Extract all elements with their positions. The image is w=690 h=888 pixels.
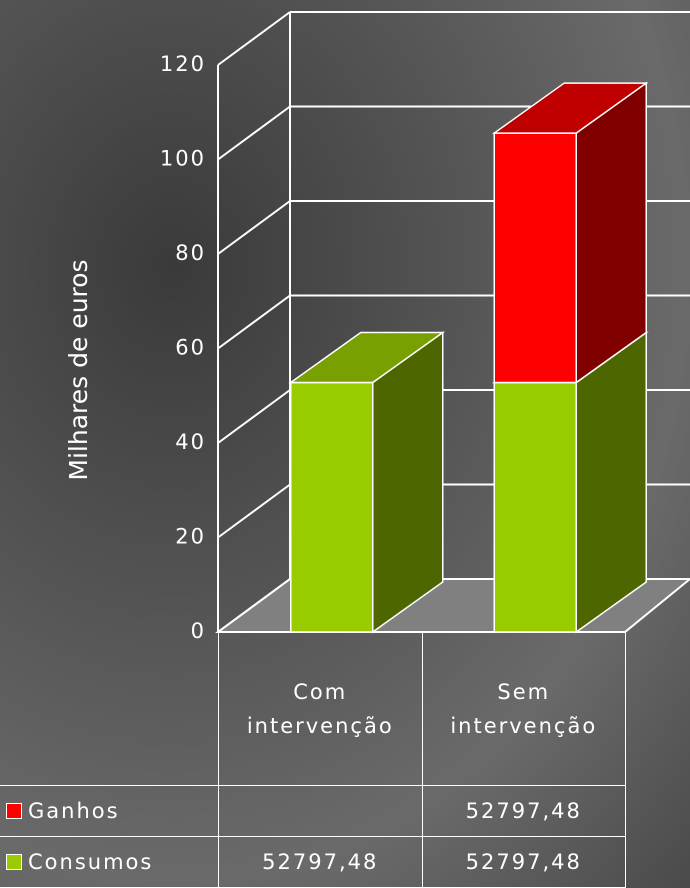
category-label: Com intervenção	[218, 632, 423, 786]
bar-side	[575, 81, 647, 384]
grid-line	[217, 11, 291, 66]
legend-swatch	[6, 803, 22, 819]
y-tick-label: 0	[191, 619, 206, 643]
grid-line	[217, 389, 291, 444]
legend-entry: Consumos	[0, 836, 219, 888]
y-tick-label: 100	[160, 147, 206, 171]
legend-swatch	[6, 854, 22, 870]
table-value: 52797,48	[421, 836, 626, 888]
grid-line	[217, 105, 291, 161]
legend-label: Consumos	[28, 850, 154, 874]
legend-label: Ganhos	[28, 799, 120, 823]
bar-top	[491, 82, 649, 134]
bar	[290, 381, 374, 633]
grid-line	[217, 294, 291, 350]
bar-top	[288, 331, 446, 384]
y-axis-label: Milhares de euros	[64, 259, 93, 480]
y-tick-label: 80	[175, 241, 206, 265]
y-tick-label: 40	[175, 430, 206, 454]
table-value: 52797,48	[421, 785, 626, 837]
grid-line	[217, 200, 291, 255]
legend-entry: Ganhos	[0, 785, 219, 837]
table-value: 52797,48	[218, 836, 423, 888]
y-tick-label: 120	[160, 52, 206, 76]
bar-side	[575, 331, 647, 634]
grid-line	[217, 483, 291, 539]
bar	[493, 132, 577, 384]
table-value	[218, 785, 423, 837]
category-label: Sem intervenção	[421, 632, 626, 786]
bar	[493, 381, 577, 633]
bar-side	[372, 331, 444, 634]
y-tick-label: 20	[175, 525, 206, 549]
y-tick-label: 60	[175, 336, 206, 360]
grid-line	[217, 578, 291, 633]
